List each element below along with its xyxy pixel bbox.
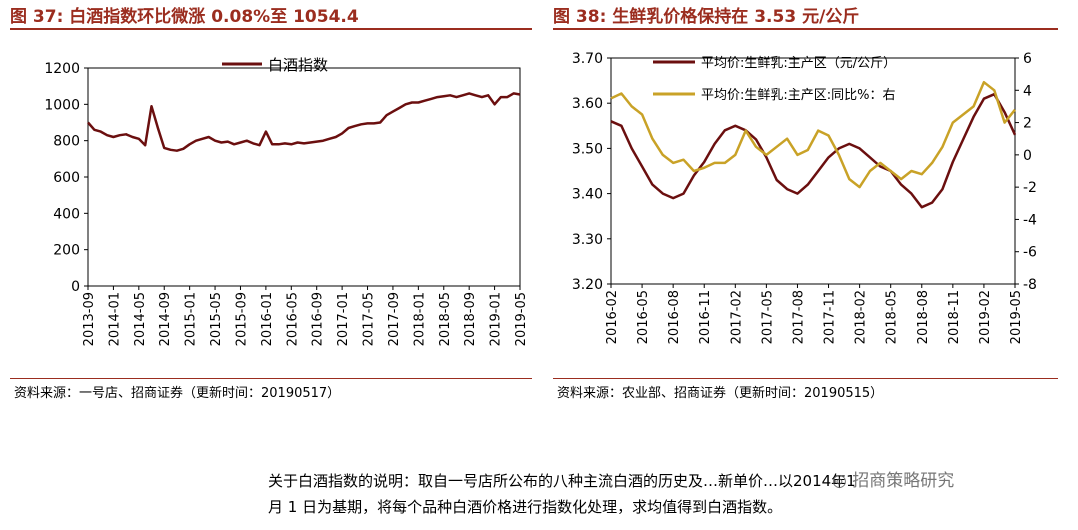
y-tick-label: 200 xyxy=(53,243,80,259)
legend-label: 白酒指数 xyxy=(268,56,328,74)
x-tick-label: 2018-05 xyxy=(438,292,453,346)
x-tick-label: 2019-02 xyxy=(978,290,993,344)
plot-frame xyxy=(87,67,521,287)
y-tick-label: 3.60 xyxy=(572,96,603,112)
y2-tick-label: 4 xyxy=(1023,83,1032,99)
x-tick-label: 2018-01 xyxy=(412,292,427,346)
x-tick-label: 2013-09 xyxy=(82,292,97,346)
x-tick-label: 2016-01 xyxy=(260,292,275,346)
y-tick-label: 1200 xyxy=(44,61,80,77)
legend-label-1: 平均价:生鲜乳:主产区（元/公斤） xyxy=(701,56,896,71)
legend-label-2: 平均价:生鲜乳:主产区:同比%：右 xyxy=(701,88,896,103)
x-tick-label: 2014-01 xyxy=(107,292,122,346)
note-line-1: 关于白酒指数的说明：取自一号店所公布的八种主流白酒的历史及…新单价…以2014年… xyxy=(268,472,856,490)
y-tick-label: 3.20 xyxy=(572,277,603,293)
x-tick-label: 2018-08 xyxy=(916,290,931,344)
y2-tick-label: -2 xyxy=(1023,180,1037,196)
wechat-icon: ◎ xyxy=(832,471,847,491)
x-tick-label: 2017-01 xyxy=(336,292,351,346)
right-source-rule xyxy=(553,378,1058,379)
x-tick-label: 2016-05 xyxy=(285,292,300,346)
y-tick-label: 3.70 xyxy=(572,51,603,67)
y2-tick-label: 6 xyxy=(1023,51,1032,67)
x-tick-label: 2017-05 xyxy=(362,292,377,346)
series-line-1 xyxy=(610,92,1017,209)
x-tick-label: 2017-02 xyxy=(729,290,744,344)
x-tick-label: 2017-08 xyxy=(791,290,806,344)
x-tick-label: 2015-05 xyxy=(209,292,224,346)
x-tick-label: 2018-02 xyxy=(854,290,869,344)
x-tick-label: 2017-11 xyxy=(823,290,838,344)
y2-tick-label: -8 xyxy=(1023,277,1037,293)
left-title-rule xyxy=(10,28,532,30)
y-tick-label: 3.30 xyxy=(572,232,603,248)
watermark-text: 招商策略研究 xyxy=(852,471,955,491)
y-tick-label: 0 xyxy=(71,279,80,295)
x-tick-label: 2015-09 xyxy=(234,292,249,346)
left-source: 资料来源：一号店、招商证券（更新时间：20190517） xyxy=(14,386,341,401)
x-tick-label: 2018-05 xyxy=(885,290,900,344)
left-figure-title: 图 37: 白酒指数环比微涨 0.08%至 1054.4 xyxy=(10,7,359,27)
y-tick-label: 3.40 xyxy=(572,187,603,203)
y-tick-label: 800 xyxy=(53,134,80,150)
x-tick-label: 2016-09 xyxy=(311,292,326,346)
right-source: 资料来源：农业部、招商证券（更新时间：20190515） xyxy=(557,386,884,401)
y2-tick-label: 0 xyxy=(1023,148,1032,164)
left-chart: 0 200 400 600 800 1000 1200 2013-09 2014-01 2014-… xyxy=(44,56,529,346)
right-chart: 3.20 3.30 3.40 3.50 3.60 3.70 -8 -6 -4 -2 0 2 4 6 2016… xyxy=(572,51,1037,344)
x-tick-label: 2016-05 xyxy=(636,290,651,344)
right-title-rule xyxy=(553,28,1058,30)
plot-frame xyxy=(610,57,1016,285)
y2-tick-label: -6 xyxy=(1023,245,1037,261)
x-tick-label: 2018-09 xyxy=(463,292,478,346)
y-tick-label: 3.50 xyxy=(572,141,603,157)
series-line-2 xyxy=(610,80,1016,189)
x-tick-label: 2014-09 xyxy=(158,292,173,346)
y2-tick-label: 2 xyxy=(1023,116,1032,132)
x-tick-label: 2016-11 xyxy=(698,290,713,344)
y-tick-label: 400 xyxy=(53,206,80,222)
y-tick-label: 1000 xyxy=(44,97,80,113)
x-tick-label: 2014-05 xyxy=(133,292,148,346)
x-tick-label: 2019-05 xyxy=(1009,290,1024,344)
x-tick-label: 2019-01 xyxy=(489,292,504,346)
x-tick-label: 2015-01 xyxy=(184,292,199,346)
x-tick-label: 2019-05 xyxy=(514,292,529,346)
watermark: ◎ 招商策略研究 xyxy=(832,466,954,491)
x-tick-label: 2018-11 xyxy=(947,290,962,344)
left-source-rule xyxy=(10,378,532,379)
x-tick-label: 2016-08 xyxy=(667,290,682,344)
y-tick-label: 600 xyxy=(53,170,80,186)
x-tick-label: 2017-05 xyxy=(760,290,775,344)
x-tick-label: 2016-02 xyxy=(605,290,620,344)
series-line-1 xyxy=(87,92,521,152)
note-line-2: 月 1 日为基期，将每个品种白酒价格进行指数化处理，求均值得到白酒指数。 xyxy=(268,498,783,516)
y2-tick-label: -4 xyxy=(1023,212,1037,228)
right-figure-title: 图 38: 生鲜乳价格保持在 3.53 元/公斤 xyxy=(553,7,860,27)
x-tick-label: 2017-09 xyxy=(387,292,402,346)
